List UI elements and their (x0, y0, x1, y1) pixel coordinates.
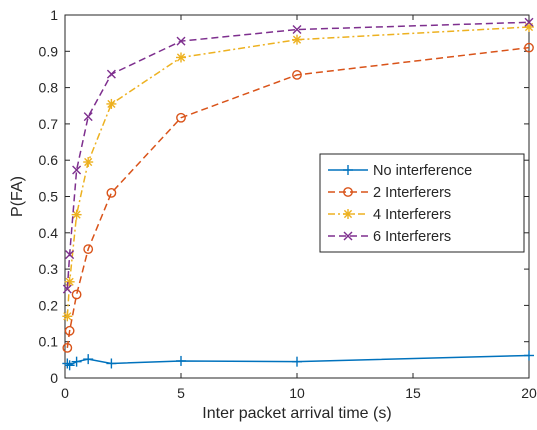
data-point (292, 356, 302, 367)
data-point (106, 187, 117, 198)
data-point (64, 276, 75, 287)
data-point (106, 69, 116, 79)
data-point (343, 187, 353, 197)
legend-label: 2 Interferers (373, 185, 451, 201)
y-tick-label: 0.2 (39, 297, 59, 313)
data-point (176, 36, 186, 46)
data-point (83, 244, 94, 255)
data-point (83, 157, 94, 168)
x-tick-label: 0 (61, 385, 69, 401)
data-point (524, 17, 534, 27)
data-point (62, 311, 73, 322)
data-point (71, 289, 82, 300)
data-point (72, 165, 82, 175)
data-point (64, 360, 75, 371)
y-tick-label: 0.1 (39, 334, 59, 350)
y-tick-label: 0.7 (39, 116, 59, 132)
legend-label: 4 Interferers (373, 207, 451, 223)
legend-item: 2 Interferers (328, 185, 451, 201)
x-axis-title: Inter packet arrival time (s) (202, 405, 391, 422)
data-point (71, 356, 82, 367)
series-4-interferers (62, 21, 534, 322)
x-tick-label: 10 (289, 385, 305, 401)
data-point (343, 231, 353, 241)
legend-item: 4 Interferers (328, 207, 451, 223)
data-point (176, 52, 186, 63)
data-point (62, 358, 73, 369)
legend-label: No interference (373, 163, 472, 179)
data-point (65, 250, 75, 260)
x-tick-label: 15 (405, 385, 421, 401)
y-tick-label: 0.5 (39, 189, 59, 205)
series-line (66, 46, 530, 348)
data-point (292, 25, 302, 35)
y-tick-label: 0.6 (39, 152, 59, 168)
data-point (106, 98, 117, 109)
data-point (62, 342, 73, 353)
data-point (343, 209, 353, 219)
x-tick-label: 20 (521, 385, 537, 401)
data-point (524, 21, 534, 32)
data-point (83, 112, 93, 122)
data-point (292, 69, 302, 80)
data-point (62, 284, 72, 294)
data-point (176, 112, 186, 123)
series-6-interferers (62, 17, 534, 294)
data-point (71, 209, 82, 220)
x-tick-label: 5 (177, 385, 185, 401)
legend-item: No interference (328, 163, 472, 179)
data-point (106, 358, 117, 369)
y-tick-label: 0.4 (39, 225, 59, 241)
data-point (176, 355, 186, 366)
legend-label: 6 Interferers (373, 229, 451, 245)
series-2-interferers (62, 42, 534, 353)
data-point (343, 165, 353, 175)
legend-item: 6 Interferers (328, 229, 451, 245)
data-point (524, 42, 534, 53)
data-point (64, 325, 75, 336)
legend: No interference 2 Interferers 4 Interferer… (319, 153, 525, 253)
y-tick-label: 0.3 (39, 261, 59, 277)
y-tick-label: 0.8 (39, 80, 59, 96)
data-point (524, 350, 534, 361)
y-tick-label: 0.9 (39, 43, 59, 59)
series-no-interference (62, 350, 534, 371)
series-line (66, 21, 530, 290)
data-point (292, 34, 302, 45)
y-axis-title: P(FA) (9, 176, 26, 217)
data-point (83, 354, 94, 365)
y-tick-label: 1 (50, 7, 58, 23)
series-line (66, 26, 530, 317)
y-tick-label: 0 (50, 370, 58, 386)
